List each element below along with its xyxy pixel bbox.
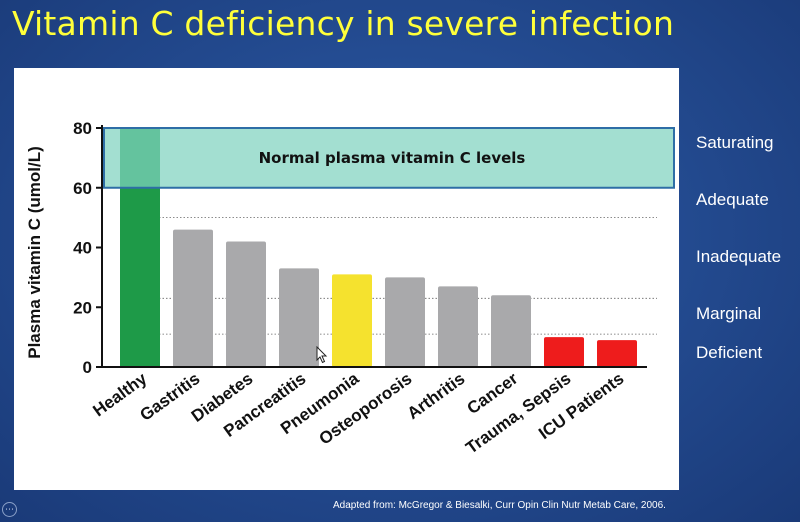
normal-range-label: Normal plasma vitamin C levels (259, 149, 526, 167)
slide-menu-button[interactable]: ⋯ (2, 502, 17, 517)
chart-panel: Normal plasma vitamin C levels 0 20 40 60 80… (14, 68, 679, 490)
normal-range-band (103, 127, 675, 189)
x-tick-label: Arthritis (404, 369, 469, 423)
bar (332, 274, 372, 367)
level-label-adequate: Adequate (696, 190, 769, 209)
level-label-deficient: Deficient (696, 343, 763, 362)
y-tick-label: 0 (83, 358, 92, 377)
y-tick-label: 40 (73, 239, 92, 258)
y-tick-labels: 0 20 40 60 80 (73, 119, 102, 377)
bar (173, 229, 213, 367)
bar-chart: Normal plasma vitamin C levels 0 20 40 60 80… (25, 119, 675, 458)
axes (101, 125, 647, 368)
bar (597, 340, 637, 367)
y-tick-label: 80 (73, 119, 92, 138)
y-axis-label: Plasma vitamin C (umol/L) (25, 146, 44, 359)
x-tick-label: Osteoporosis (316, 369, 416, 449)
bar (544, 337, 584, 367)
y-tick-label: 60 (73, 179, 92, 198)
level-label-marginal: Marginal (696, 304, 762, 323)
bar (491, 295, 531, 367)
level-label-inadequate: Inadequate (696, 247, 782, 266)
source-citation: Adapted from: McGregor & Biesalki, Curr … (333, 500, 666, 511)
bar (226, 241, 266, 367)
slide-title: Vitamin C deficiency in severe infection (12, 4, 675, 43)
bar (385, 277, 425, 367)
bar (438, 286, 478, 367)
bar (279, 268, 319, 367)
mouse-cursor-icon (316, 346, 328, 364)
level-label-saturating: Saturating (696, 133, 774, 152)
y-tick-label: 20 (73, 298, 92, 317)
x-tick-labels: HealthyGastritisDiabetesPancreatitisPneu… (89, 369, 627, 458)
